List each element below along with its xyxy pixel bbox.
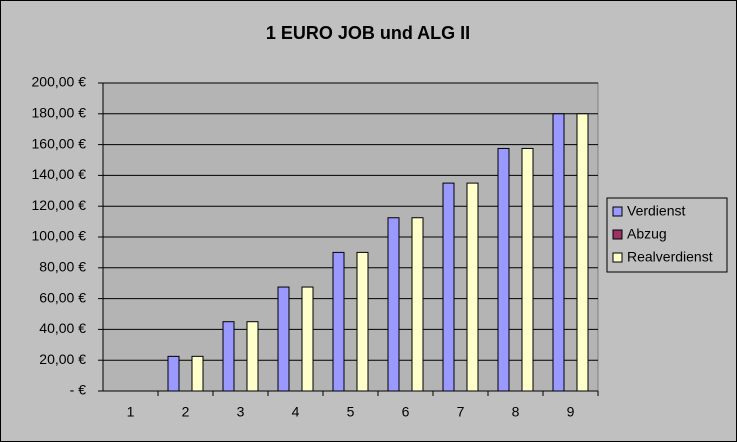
bar: [552, 113, 565, 392]
x-tick-label: 8: [512, 404, 520, 420]
bar: [332, 251, 345, 392]
y-tick-label: 60,00 €: [39, 289, 86, 305]
legend-label: Realverdienst: [627, 249, 713, 265]
y-tick-label: 20,00 €: [39, 351, 86, 367]
bar: [442, 182, 455, 392]
y-tick-label: 100,00 €: [32, 228, 87, 244]
bar: [222, 321, 235, 392]
y-tick-label: 40,00 €: [39, 320, 86, 336]
y-tick-label: 80,00 €: [39, 259, 86, 275]
x-tick-label: 7: [457, 404, 465, 420]
bar: [576, 113, 589, 392]
x-tick-label: 3: [237, 404, 245, 420]
bar: [167, 355, 180, 392]
legend-label: Verdienst: [627, 203, 685, 219]
x-tick-label: 9: [567, 404, 575, 420]
x-tick-label: 5: [347, 404, 355, 420]
y-tick-label: 140,00 €: [32, 166, 87, 182]
chart-title: 1 EURO JOB und ALG II: [266, 23, 470, 43]
y-tick-label: 120,00 €: [32, 197, 87, 213]
legend-label: Abzug: [627, 226, 667, 242]
x-tick-label: 6: [402, 404, 410, 420]
y-tick-label: 160,00 €: [32, 135, 87, 151]
bar: [387, 217, 400, 392]
bar: [277, 286, 290, 392]
bar: [301, 286, 314, 392]
bar: [466, 182, 479, 392]
bar: [191, 355, 204, 392]
legend-swatch: [612, 206, 623, 217]
bar: [356, 251, 369, 392]
bar: [521, 147, 534, 392]
x-tick-label: 1: [127, 404, 135, 420]
y-tick-label: 200,00 €: [32, 74, 87, 90]
legend-swatch: [612, 252, 623, 263]
legend-box: [606, 197, 728, 273]
y-tick-label: 180,00 €: [32, 105, 87, 121]
bar: [411, 217, 424, 392]
bar: [246, 321, 259, 392]
x-tick-label: 4: [292, 404, 300, 420]
y-tick-label: - €: [70, 382, 87, 398]
legend-swatch: [612, 229, 623, 240]
x-tick-label: 2: [182, 404, 190, 420]
bar: [497, 147, 510, 392]
